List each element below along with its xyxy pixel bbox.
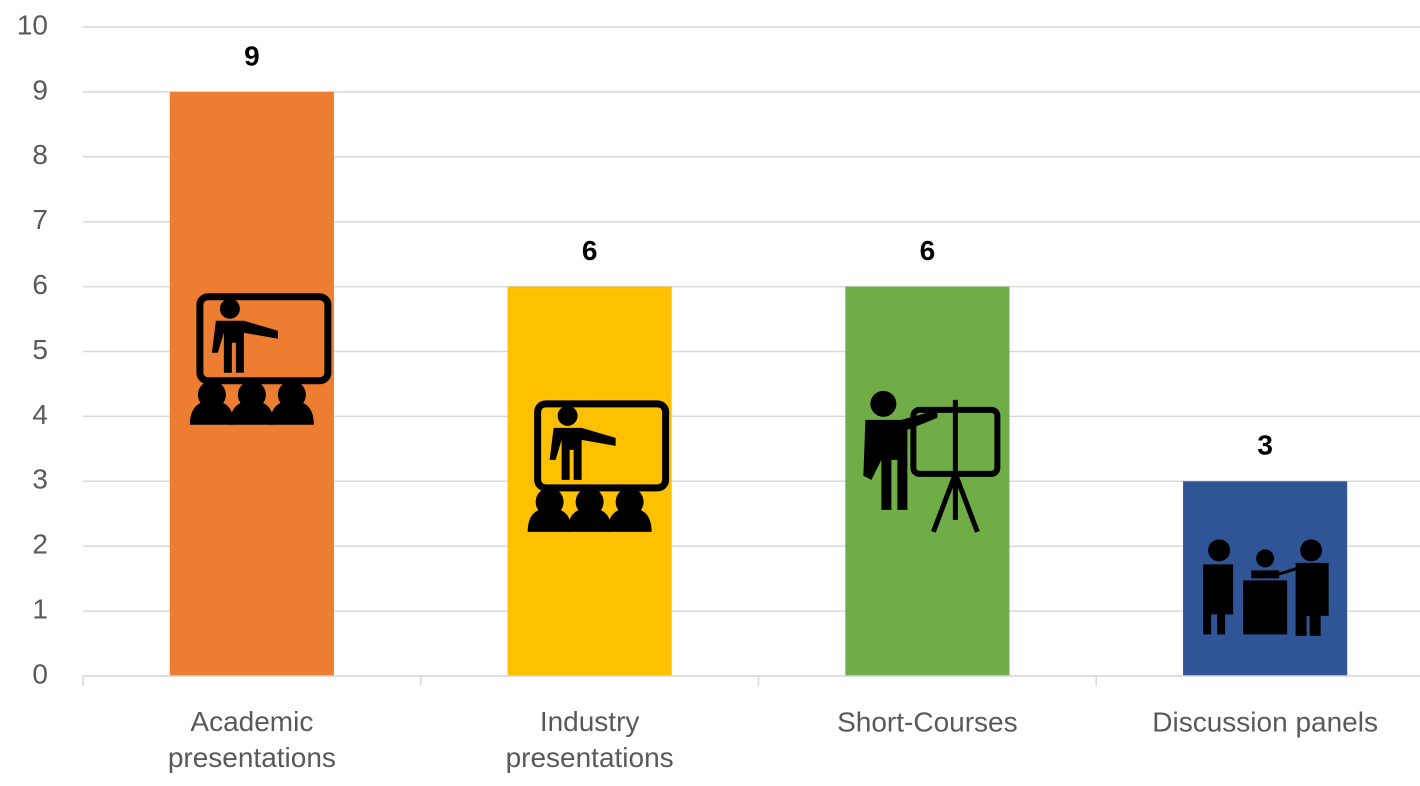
bar <box>507 286 672 676</box>
bar <box>845 286 1010 676</box>
y-tick-label: 0 <box>32 658 48 689</box>
y-tick-label: 5 <box>32 334 48 365</box>
y-tick-label: 7 <box>32 204 48 235</box>
y-tick-label: 10 <box>17 9 48 40</box>
x-tick-label: Short-Courses <box>837 706 1018 737</box>
data-label: 3 <box>1257 430 1273 461</box>
y-tick-label: 6 <box>32 269 48 300</box>
data-label: 6 <box>920 235 936 266</box>
x-tick-label: Academic presentations <box>168 706 336 773</box>
y-tick-label: 2 <box>32 529 48 560</box>
y-tick-label: 3 <box>32 464 48 495</box>
y-tick-label: 9 <box>32 74 48 105</box>
y-tick-label: 8 <box>32 139 48 170</box>
y-tick-label: 4 <box>32 399 48 430</box>
x-tick-label: Industry presentations <box>506 706 674 773</box>
data-label: 6 <box>582 235 598 266</box>
y-tick-label: 1 <box>32 593 48 624</box>
x-tick-label: Discussion panels <box>1152 706 1378 737</box>
data-label: 9 <box>244 40 260 71</box>
